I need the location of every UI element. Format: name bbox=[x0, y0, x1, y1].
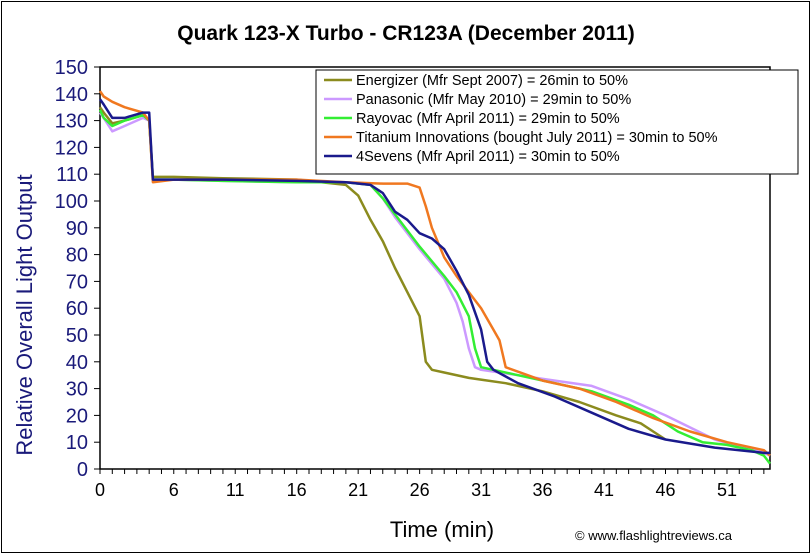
y-tick-label: 70 bbox=[66, 271, 88, 293]
y-axis: 0 10 20 30 40 50 60 70 80 90 100 110 120 130 140 150 bbox=[55, 57, 100, 481]
y-tick-label: 30 bbox=[66, 379, 88, 401]
credit-text: © www.flashlightreviews.ca bbox=[575, 528, 733, 543]
y-tick-label: 20 bbox=[66, 405, 88, 427]
x-tick-label: 11 bbox=[226, 480, 245, 500]
y-tick-label: 80 bbox=[66, 245, 88, 267]
series-lines bbox=[98, 90, 771, 465]
chart-title: Quark 123-X Turbo - CR123A (December 201… bbox=[177, 22, 635, 45]
y-tick-label: 100 bbox=[55, 191, 88, 213]
x-tick-label: 0 bbox=[95, 480, 105, 500]
x-tick-label: 6 bbox=[169, 480, 179, 500]
y-axis-label: Relative Overall Light Output bbox=[12, 174, 37, 455]
y-tick-label: 50 bbox=[66, 325, 88, 347]
x-axis-label: Time (min) bbox=[390, 517, 494, 542]
legend-label: Titanium Innovations (bought July 2011) … bbox=[356, 130, 718, 146]
x-tick-label: 26 bbox=[410, 480, 430, 500]
y-tick-label: 120 bbox=[55, 137, 88, 159]
legend-label: 4Sevens (Mfr April 2011) = 30min to 50% bbox=[356, 149, 620, 165]
series-line-5 bbox=[98, 98, 770, 455]
x-axis: 0 6 11 16 21 26 31 36 41 46 51 bbox=[95, 469, 765, 500]
x-tick-label: 46 bbox=[655, 480, 675, 500]
legend-label: Panasonic (Mfr May 2010) = 29min to 50% bbox=[356, 92, 631, 108]
y-tick-label: 10 bbox=[66, 432, 88, 454]
y-tick-label: 130 bbox=[55, 111, 88, 133]
y-tick-label: 110 bbox=[56, 164, 88, 186]
y-tick-label: 40 bbox=[66, 352, 88, 374]
legend-label: Energizer (Mfr Sept 2007) = 26min to 50% bbox=[356, 73, 628, 89]
y-tick-label: 60 bbox=[66, 298, 88, 320]
legend-box bbox=[315, 69, 799, 175]
x-tick-label: 41 bbox=[594, 480, 614, 500]
x-tick-label: 36 bbox=[533, 480, 553, 500]
x-tick-label: 51 bbox=[717, 480, 737, 500]
legend: Energizer (Mfr Sept 2007) = 26min to 50%… bbox=[315, 69, 799, 175]
x-tick-label: 21 bbox=[348, 480, 368, 500]
y-tick-label: 150 bbox=[55, 57, 88, 79]
y-tick-label: 0 bbox=[77, 459, 88, 481]
x-tick-label: 31 bbox=[471, 480, 491, 500]
y-tick-label: 90 bbox=[66, 218, 88, 240]
x-tick-label: 16 bbox=[287, 480, 307, 500]
y-tick-label: 140 bbox=[55, 84, 88, 106]
legend-label: Rayovac (Mfr April 2011) = 29min to 50% bbox=[356, 111, 620, 127]
